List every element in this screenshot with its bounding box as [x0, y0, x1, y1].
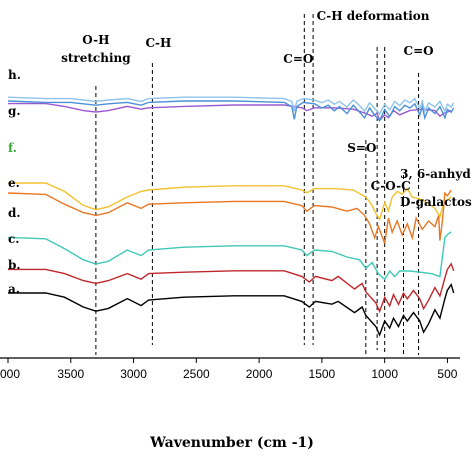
- series-line-g: [7, 100, 455, 122]
- x-tick-label: 2000: [246, 367, 273, 381]
- series-label: a.: [8, 282, 20, 296]
- peak-annotation: C-H: [145, 36, 171, 50]
- series-label: d.: [8, 206, 21, 220]
- x-tick-label: 3000: [120, 367, 147, 381]
- peak-annotation: C=O: [283, 52, 313, 66]
- x-tick-label: 1500: [309, 367, 336, 381]
- series-label: c.: [8, 232, 19, 246]
- x-tick-label: 000: [0, 367, 20, 381]
- series-line-c: [7, 231, 452, 281]
- series-labels: h. g. f. e. d. c. b. a.: [8, 68, 21, 296]
- peak-annotation: D-galactos: [400, 195, 472, 209]
- x-axis-ticks: 000 3500 3000 2500 2000 1500 1000 500: [0, 358, 458, 381]
- x-tick-label: 1000: [371, 367, 398, 381]
- peak-annotations: O-H stretching C-H C=O C-H deformation C=O S=O…: [61, 9, 472, 209]
- x-tick-label: 2500: [183, 367, 210, 381]
- peak-annotation: O-H: [82, 33, 109, 47]
- spectra-curves: [7, 96, 455, 337]
- series-line-f: [8, 102, 452, 122]
- series-line-h: [7, 96, 455, 116]
- peak-annotation: S=O: [347, 141, 376, 155]
- series-label: b.: [8, 258, 21, 272]
- peak-annotation: C=O: [404, 44, 434, 58]
- x-axis-title: Wavenumber (cm -1): [149, 435, 314, 451]
- series-line-e: [8, 182, 452, 222]
- peak-annotation: C-H deformation: [317, 9, 430, 23]
- peak-annotation: C-O-C: [371, 179, 411, 193]
- series-label: h.: [8, 68, 21, 82]
- series-line-d: [7, 189, 452, 244]
- peak-annotation: 3, 6-anhyd: [400, 167, 471, 181]
- peak-annotation: stretching: [61, 51, 131, 65]
- series-line-a: [8, 282, 455, 337]
- x-tick-label: 500: [437, 367, 457, 381]
- x-tick-label: 3500: [57, 367, 84, 381]
- series-line-b: [8, 262, 455, 314]
- series-label: g.: [8, 104, 21, 118]
- series-label: e.: [8, 176, 20, 190]
- series-label: f.: [8, 141, 17, 155]
